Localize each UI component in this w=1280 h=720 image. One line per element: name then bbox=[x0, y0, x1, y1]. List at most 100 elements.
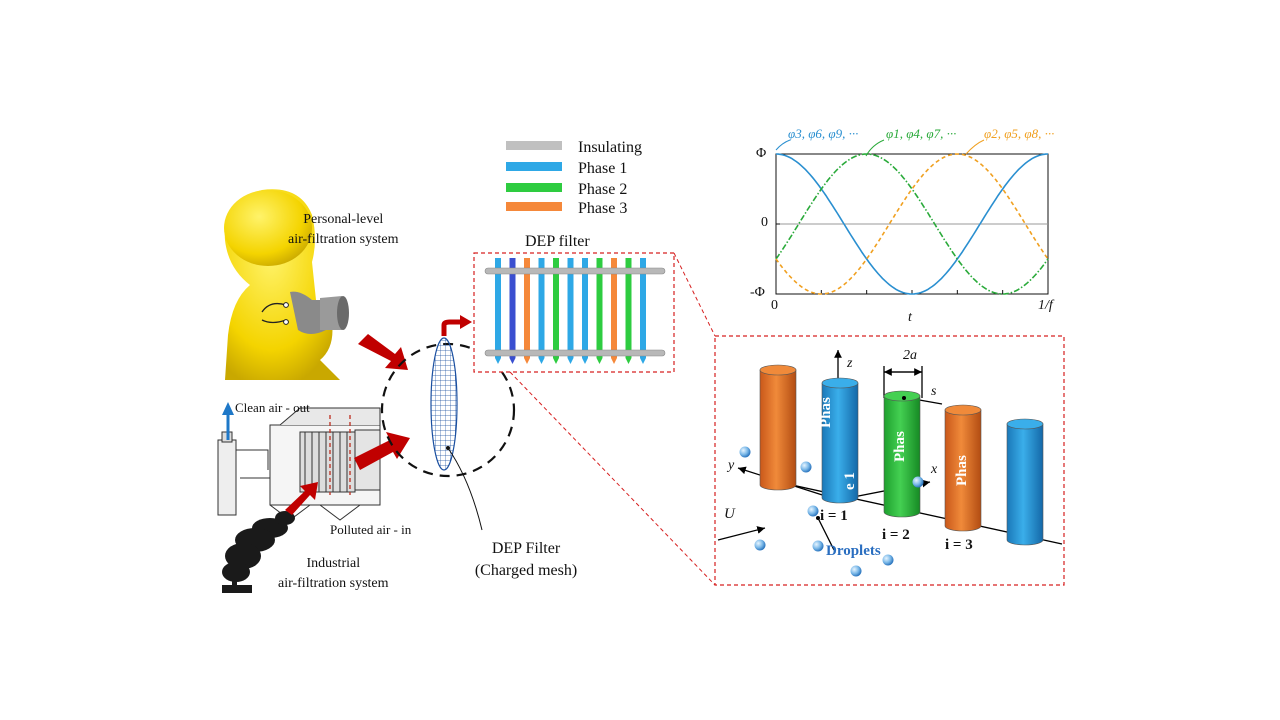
droplet bbox=[739, 446, 751, 458]
cylinder-body bbox=[1006, 423, 1044, 546]
legend-swatch-0 bbox=[506, 141, 562, 150]
dep-filter-caption-line1: DEP Filter bbox=[491, 540, 561, 557]
diameter-label: 2a bbox=[903, 348, 917, 363]
legend-label-phase-1: Phase 1 bbox=[578, 160, 628, 177]
legend-swatches bbox=[506, 141, 562, 211]
filter-rod bbox=[509, 258, 516, 358]
droplets-group bbox=[739, 446, 924, 577]
droplet bbox=[807, 505, 819, 517]
filter-rod-tip bbox=[553, 358, 559, 364]
personal-head-illustration bbox=[224, 189, 349, 380]
flow-velocity-label: U bbox=[724, 506, 735, 522]
insulating-bar-bottom bbox=[484, 349, 666, 357]
charged-mesh bbox=[430, 337, 458, 471]
filter-rod-tip bbox=[495, 358, 501, 364]
industrial-to-filter-arrow bbox=[354, 432, 410, 470]
personal-label-line1: Personal-level bbox=[303, 212, 384, 227]
cylinder-1-phase-suffix: e 1 bbox=[842, 472, 858, 490]
droplet-callout-dot bbox=[816, 516, 820, 520]
cylinder-cap bbox=[821, 377, 859, 389]
spacing-callout-dot bbox=[902, 396, 906, 400]
dep-filter-caption-line2: (Charged mesh) bbox=[474, 562, 578, 580]
x-tick-start: 0 bbox=[771, 298, 778, 313]
filter-rod-tip bbox=[524, 358, 530, 364]
cylinder-1-phase-label: Phas bbox=[818, 397, 834, 428]
industrial-label-line1: Industrial bbox=[306, 556, 361, 571]
filter-rod-tip bbox=[582, 358, 588, 364]
waveform-plot bbox=[775, 139, 1049, 295]
waveform-series-green bbox=[775, 153, 1049, 295]
droplet bbox=[912, 476, 924, 488]
clean-air-arrowhead bbox=[222, 402, 234, 415]
red-flow-arrows bbox=[285, 334, 410, 515]
waveform-series-orange bbox=[775, 153, 1049, 295]
mesh-callout-line bbox=[447, 447, 483, 531]
filter-rod bbox=[611, 258, 617, 358]
zoom-connector-top bbox=[673, 252, 716, 337]
filter-rod bbox=[582, 258, 588, 358]
filter-rod-tip bbox=[611, 358, 617, 364]
x-axis-label: t bbox=[908, 310, 912, 325]
smoke-plume-illustration bbox=[222, 511, 295, 593]
cylinder-2-phase-label: Phas bbox=[892, 431, 908, 462]
polluted-air-label: Polluted air - in bbox=[330, 522, 412, 537]
droplet bbox=[812, 540, 824, 552]
cylinder-phase-3 bbox=[944, 404, 982, 532]
personal-system-label: Personal-level air-filtration system bbox=[288, 210, 399, 251]
index-label-3: i = 3 bbox=[945, 537, 973, 553]
cylinder-cap bbox=[883, 390, 921, 402]
cylinder-body bbox=[821, 382, 859, 504]
label-pointer-orange bbox=[965, 139, 985, 155]
label-pointer-green bbox=[865, 139, 885, 157]
filter-rod bbox=[495, 258, 501, 358]
series-label-blue: φ3, φ6, φ9, ··· bbox=[788, 126, 859, 141]
index-label-1: i = 1 bbox=[820, 508, 848, 524]
cylinder-3-phase-label: Phas bbox=[954, 455, 970, 486]
cylinder-phase-2 bbox=[883, 390, 921, 518]
filter-rod-tip bbox=[625, 358, 632, 364]
legend-swatch-1 bbox=[506, 162, 562, 171]
spacing-label: s bbox=[931, 384, 937, 399]
filter-rod-tip bbox=[538, 358, 545, 364]
personal-label-line2: air-filtration system bbox=[288, 232, 399, 248]
cylinder-phase-1 bbox=[821, 377, 859, 504]
filter-rod-tip bbox=[640, 358, 646, 364]
cylinder-cap bbox=[1006, 418, 1044, 430]
filter-outlet-arrowhead bbox=[460, 315, 472, 329]
industrial-label-line2: air-filtration system bbox=[278, 576, 389, 592]
z-axis-label: z bbox=[847, 356, 853, 371]
filter-outlet-pipe bbox=[441, 319, 462, 336]
cylinder-body bbox=[944, 409, 982, 532]
industrial-system-label: Industrial air-filtration system bbox=[278, 554, 389, 595]
filter-rod-tip bbox=[509, 358, 516, 364]
legend-label-phase-3: Phase 3 bbox=[578, 200, 628, 217]
dep-filter-caption: DEP Filter (Charged mesh) bbox=[470, 538, 582, 583]
filter-rod bbox=[596, 258, 603, 358]
filter-rod bbox=[567, 258, 574, 358]
droplet bbox=[882, 554, 894, 566]
label-pointer-blue bbox=[775, 139, 791, 151]
polluted-air-arrow bbox=[285, 482, 318, 515]
series-label-green: φ1, φ4, φ7, ··· bbox=[886, 126, 957, 141]
personal-to-filter-arrow bbox=[358, 334, 408, 370]
mesh-callout-dot bbox=[446, 446, 450, 450]
y-tick-zero: 0 bbox=[761, 215, 768, 230]
index-label-2: i = 2 bbox=[882, 527, 910, 543]
clean-air-label: Clean air - out bbox=[235, 400, 310, 415]
cylinder-cap bbox=[759, 364, 797, 376]
cylinder-body bbox=[883, 395, 921, 518]
filter-rod-tip bbox=[567, 358, 574, 364]
droplet bbox=[800, 461, 812, 473]
series-label-orange: φ2, φ5, φ8, ··· bbox=[984, 126, 1055, 141]
dep-filter-title: DEP filter bbox=[525, 233, 590, 250]
legend-swatch-2 bbox=[506, 183, 562, 192]
cylinder-blue-front bbox=[1006, 418, 1044, 546]
filter-rod bbox=[625, 258, 632, 358]
filter-rod bbox=[553, 258, 559, 358]
legend-label-phase-2: Phase 2 bbox=[578, 181, 628, 198]
insulating-bar-top bbox=[484, 267, 666, 275]
droplet bbox=[850, 565, 862, 577]
filter-rod-tip bbox=[596, 358, 603, 364]
y-tick-neg-phi: -Φ bbox=[750, 285, 765, 300]
